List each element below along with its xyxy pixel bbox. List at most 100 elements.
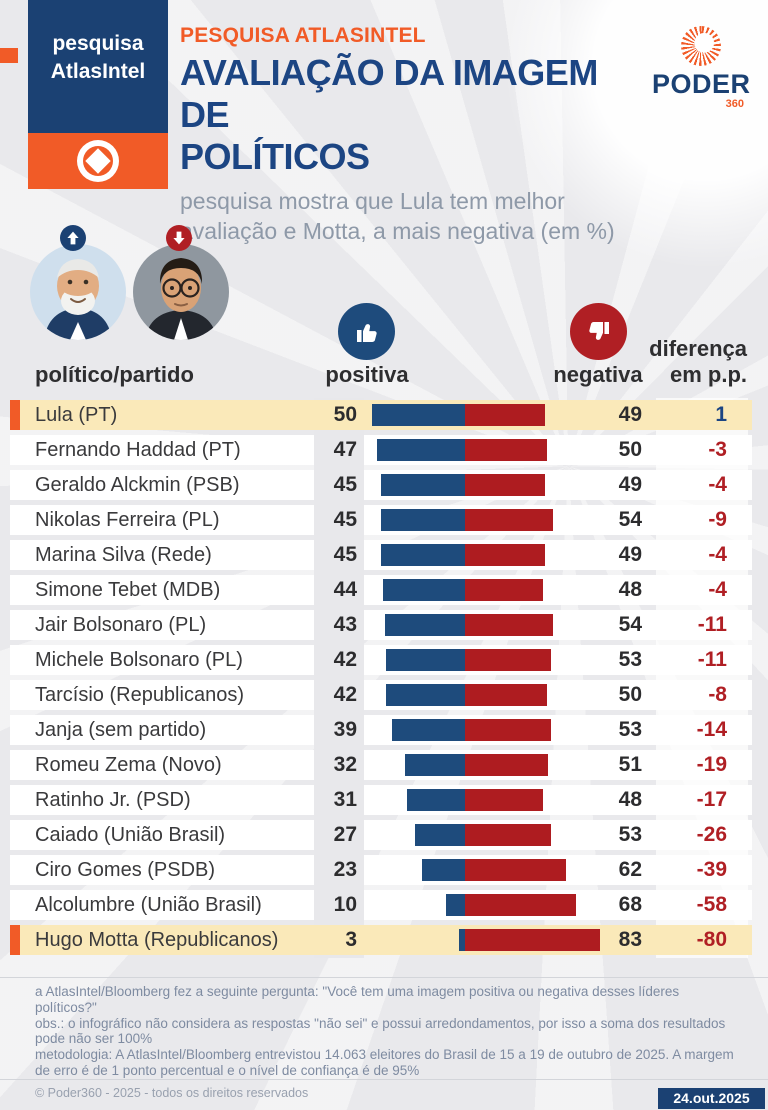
table-row: Hugo Motta (Republicanos) 3 83 -80 (10, 925, 752, 955)
difference-value: -8 (708, 683, 727, 706)
corner-accent (0, 48, 18, 63)
politician-name: Ratinho Jr. (PSD) (35, 789, 191, 811)
header-eyebrow: PESQUISA ATLASINTEL (180, 24, 426, 47)
arrow-up-badge (60, 225, 86, 251)
table-row: Ciro Gomes (PSDB) 23 62 -39 (10, 855, 752, 885)
negative-value: 50 (618, 438, 642, 461)
positive-bar (380, 544, 465, 566)
positive-bar (386, 684, 465, 706)
table-row: Alcolumbre (União Brasil) 10 68 -58 (10, 890, 752, 920)
difference-value: 1 (715, 403, 727, 426)
difference-value: -58 (696, 893, 727, 916)
politician-name: Janja (sem partido) (35, 719, 207, 741)
politician-name: Fernando Haddad (PT) (35, 439, 241, 461)
column-header-difference: diferença em p.p. (649, 336, 747, 387)
table-row: Romeu Zema (Novo) 32 51 -19 (10, 750, 752, 780)
difference-value: -4 (708, 578, 727, 601)
politician-name: Marina Silva (Rede) (35, 544, 212, 566)
negative-bar (465, 579, 544, 601)
positive-bar (386, 649, 465, 671)
negative-bar (465, 649, 552, 671)
footnote-question: a AtlasIntel/Bloomberg fez a seguinte pe… (35, 984, 680, 1015)
negative-value: 53 (618, 648, 642, 671)
negative-value: 48 (618, 578, 642, 601)
negative-bar (465, 439, 547, 461)
difference-value: -39 (696, 858, 727, 881)
difference-value: -17 (696, 788, 727, 811)
positive-value: 45 (333, 473, 357, 496)
table-row: Geraldo Alckmin (PSB) 45 49 -4 (10, 470, 752, 500)
poder360-sunburst-icon (681, 26, 721, 66)
positive-value: 45 (333, 508, 357, 531)
footnote-methodology: metodologia: A AtlasIntel/Bloomberg entr… (35, 1047, 734, 1078)
publication-date-badge: 24.out.2025 (658, 1088, 765, 1109)
negative-value: 62 (618, 858, 642, 881)
table-row: Caiado (União Brasil) 27 53 -26 (10, 820, 752, 850)
motta-avatar (133, 244, 229, 340)
negative-value: 83 (618, 928, 642, 951)
positive-bar (382, 579, 465, 601)
politician-name: Romeu Zema (Novo) (35, 754, 222, 776)
negative-value: 53 (618, 718, 642, 741)
column-header-politician: político/partido (35, 362, 194, 387)
politician-name: Michele Bolsonaro (PL) (35, 649, 243, 671)
negative-value: 51 (618, 753, 642, 776)
positive-value: 44 (333, 578, 357, 601)
negative-value: 54 (618, 508, 642, 531)
positive-bar (380, 474, 465, 496)
badge-line2: AtlasIntel (50, 60, 146, 83)
negative-bar (465, 824, 552, 846)
negative-bar (465, 614, 554, 636)
table-row: Ratinho Jr. (PSD) 31 48 -17 (10, 785, 752, 815)
thumbs-up-badge (338, 303, 395, 360)
table-row: Michele Bolsonaro (PL) 42 53 -11 (10, 645, 752, 675)
positive-bar (422, 859, 465, 881)
positive-value: 42 (333, 683, 357, 706)
table-row: Jair Bolsonaro (PL) 43 54 -11 (10, 610, 752, 640)
negative-bar (465, 684, 547, 706)
difference-value: -3 (708, 438, 727, 461)
difference-value: -9 (708, 508, 727, 531)
lula-avatar (30, 244, 126, 340)
negative-bar (465, 544, 545, 566)
arrow-down-icon (173, 231, 185, 245)
table-row: Nikolas Ferreira (PL) 45 54 -9 (10, 505, 752, 535)
difference-value: -80 (696, 928, 727, 951)
difference-value: -4 (708, 543, 727, 566)
negative-bar (465, 474, 545, 496)
poder360-suffix: 360 (725, 98, 744, 110)
page-subtitle: pesquisa mostra que Lula tem melhor aval… (180, 188, 615, 244)
page-title: AVALIAÇÃO DA IMAGEM DE POLÍTICOS (180, 52, 650, 178)
badge-line1: pesquisa (52, 32, 144, 55)
title-line1: AVALIAÇÃO DA IMAGEM DE (180, 52, 598, 135)
negative-value: 68 (618, 893, 642, 916)
negative-value: 54 (618, 613, 642, 636)
positive-value: 10 (333, 893, 357, 916)
negative-value: 49 (618, 473, 642, 496)
thumbs-down-badge (570, 303, 627, 360)
difference-value: -26 (696, 823, 727, 846)
footer-divider-bottom (0, 1079, 768, 1080)
positive-bar (384, 614, 465, 636)
lula-photo (30, 244, 126, 340)
positive-bar (405, 754, 465, 776)
negative-value: 48 (618, 788, 642, 811)
column-header-negative: negativa (553, 362, 643, 387)
motta-photo (133, 244, 229, 340)
footer-divider-top (0, 977, 768, 978)
positive-value: 3 (345, 928, 357, 951)
table-row: Tarcísio (Republicanos) 42 50 -8 (10, 680, 752, 710)
atlasintel-logo-box (28, 133, 168, 189)
positive-value: 32 (333, 753, 357, 776)
atlasintel-diamond-icon (77, 140, 119, 182)
politician-name: Nikolas Ferreira (PL) (35, 509, 220, 531)
positive-value: 43 (333, 613, 357, 636)
positive-bar (414, 824, 465, 846)
negative-bar (465, 929, 601, 951)
positive-bar (377, 439, 465, 461)
politician-name: Alcolumbre (União Brasil) (35, 894, 262, 916)
negative-bar (465, 754, 549, 776)
politician-name: Jair Bolsonaro (PL) (35, 614, 207, 636)
thumbs-down-icon (588, 321, 609, 340)
copyright-text: © Poder360 - 2025 - todos os direitos re… (35, 1086, 309, 1100)
